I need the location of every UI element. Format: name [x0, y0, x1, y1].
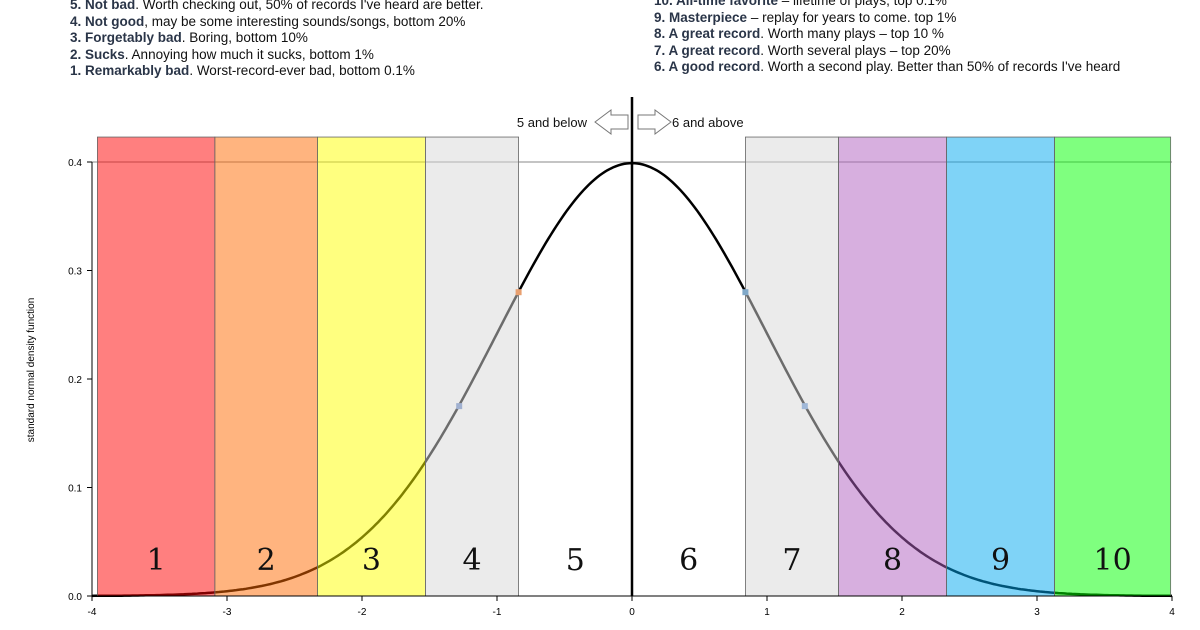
legend-item: 5. Not bad. Worth checking out, 50% of r…	[70, 0, 484, 14]
legend-item: 2. Sucks. Annoying how much it sucks, bo…	[70, 47, 484, 64]
x-tick-label: -4	[88, 607, 97, 618]
band-2	[214, 136, 318, 597]
legend-item-title: 2. Sucks	[70, 46, 125, 62]
legend-item-title: 6. A good record	[654, 59, 761, 74]
legend-item-title: 8. A great record	[654, 26, 761, 41]
y-tick-label: 0.0	[68, 592, 82, 603]
y-tick-label: 0.2	[68, 375, 82, 386]
legend-item: 9. Masterpiece – replay for years to com…	[654, 10, 1120, 27]
legend-item-title: 7. A great record	[654, 42, 761, 58]
legend-item-desc: . Annoying how much it sucks, bottom 1%	[124, 46, 374, 62]
legend-item-title: 10. All-time favorite	[654, 0, 779, 8]
band-3	[317, 136, 426, 597]
legend-item-title: 9. Masterpiece	[654, 9, 748, 25]
legend-item-title: 3. Forgetably bad	[70, 30, 182, 45]
legend-item: 6. A good record. Worth a second play. B…	[654, 59, 1120, 76]
legend-high-ratings: 10. All-time favorite – lifetime of play…	[654, 0, 1120, 76]
curve-marker	[801, 403, 808, 410]
band-8	[838, 136, 947, 597]
x-tick-label: 0	[629, 607, 635, 618]
band-7	[745, 136, 839, 597]
curve-marker	[456, 403, 463, 410]
band-label-4: 4	[462, 543, 481, 578]
band-label-8: 8	[883, 543, 902, 578]
band-label-7: 7	[782, 543, 801, 578]
legend-item-title: 5. Not bad	[70, 0, 136, 12]
x-tick-label: 3	[1034, 607, 1040, 618]
band-9	[946, 136, 1055, 597]
y-tick-label: 0.1	[68, 484, 82, 495]
legend-item-desc: . Worth several plays – top 20%	[760, 42, 951, 58]
y-tick-label: 0.4	[68, 158, 82, 169]
legend-item-desc: – lifetime of plays, top 0.1%	[778, 0, 947, 8]
band-label-6: 6	[679, 543, 698, 578]
band-label-5: 5	[566, 543, 585, 578]
band-label-2: 2	[257, 543, 276, 578]
legend-item-title: 1. Remarkably bad	[70, 63, 190, 78]
curve-marker	[515, 289, 522, 296]
legend-low-ratings: 5. Not bad. Worth checking out, 50% of r…	[70, 0, 484, 80]
legend-item: 7. A great record. Worth several plays –…	[654, 43, 1120, 60]
right-arrow-icon	[637, 109, 672, 135]
legend-item-desc: . Worth many plays – top 10 %	[760, 26, 944, 41]
legend-item: 1. Remarkably bad. Worst-record-ever bad…	[70, 63, 484, 80]
left-arrow-icon	[594, 109, 629, 135]
legend-item-desc: . Worth a second play. Better than 50% o…	[760, 59, 1121, 74]
x-tick-label: -1	[493, 607, 502, 618]
legend-item: 3. Forgetably bad. Boring, bottom 10%	[70, 30, 484, 47]
y-axis-label: standard normal density function	[26, 298, 37, 443]
legend-item-desc: – replay for years to come. top 1%	[747, 9, 957, 25]
legend-item: 8. A great record. Worth many plays – to…	[654, 26, 1120, 43]
x-tick-label: 4	[1169, 607, 1175, 618]
x-tick-label: 1	[764, 607, 770, 618]
band-label-9: 9	[991, 543, 1010, 578]
y-tick-label: 0.3	[68, 267, 82, 278]
band-10	[1054, 136, 1172, 597]
band-label-10: 10	[1094, 543, 1132, 578]
band-1	[97, 136, 216, 597]
band-label-1: 1	[147, 543, 166, 578]
legend-item-desc: . Worst-record-ever bad, bottom 0.1%	[189, 63, 415, 78]
legend-item-desc: . Worth checking out, 50% of records I'v…	[135, 0, 484, 12]
curve-marker	[742, 289, 749, 296]
annotation-left: 5 and below	[517, 115, 588, 130]
x-tick-label: 2	[899, 607, 905, 618]
x-tick-label: -2	[358, 607, 367, 618]
annotation-right: 6 and above	[672, 115, 744, 130]
legend-item: 10. All-time favorite – lifetime of play…	[654, 0, 1120, 10]
legend-item-title: 4. Not good	[70, 13, 145, 29]
band-label-3: 3	[362, 543, 381, 578]
legend-item-desc: . Boring, bottom 10%	[181, 30, 308, 45]
x-tick-label: -3	[223, 607, 232, 618]
legend-item-desc: , may be some interesting sounds/songs, …	[144, 13, 466, 29]
band-4	[425, 136, 520, 597]
legend-item: 4. Not good, may be some interesting sou…	[70, 14, 484, 31]
